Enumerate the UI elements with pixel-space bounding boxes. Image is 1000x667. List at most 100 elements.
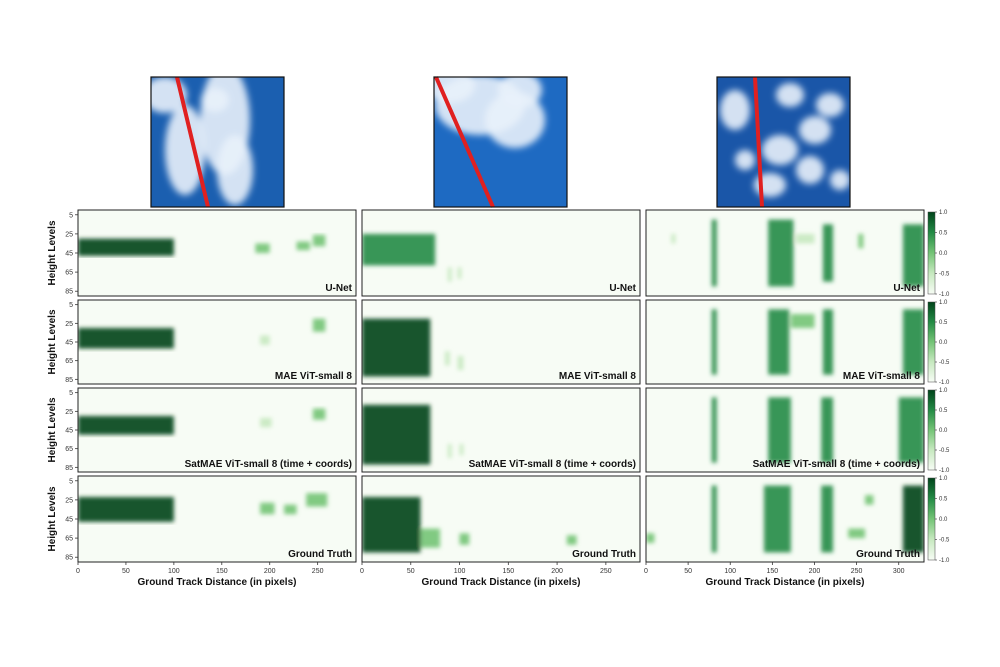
y-tick-label: 5 [69, 212, 73, 219]
heatmap-cell [902, 485, 924, 553]
heatmap-cell [447, 267, 452, 282]
x-tick-label: 250 [851, 568, 863, 575]
colorbar-tick-label: 0.5 [939, 408, 948, 414]
colorbar-tick-label: 0.0 [939, 340, 948, 346]
colorbar-tick-label: -1.0 [939, 380, 950, 386]
cloud [776, 83, 804, 107]
heatmap-cell [447, 444, 452, 458]
panel-label: MAE ViT-small 8 [275, 371, 353, 382]
heatmap-panel: U-Net [645, 209, 925, 297]
heatmap-cell [671, 233, 676, 244]
heatmap-cell [444, 351, 450, 366]
x-tick-label: 100 [724, 568, 736, 575]
heatmap-cell [362, 233, 436, 266]
panel-label: Ground Truth [288, 549, 352, 560]
colorbar-tick-label: 1.0 [939, 476, 948, 482]
x-tick-label: 200 [809, 568, 821, 575]
panel-label: SatMAE ViT-small 8 (time + coords) [185, 459, 352, 470]
x-tick-label: 150 [767, 568, 779, 575]
cloud [735, 150, 755, 170]
heatmap-cell [858, 233, 864, 249]
colorbars: 1.0 0.5 0.0 -0.5 -1.0 1.0 0.5 0.0 -0.5 -1.0 1.0 0.5… [927, 210, 950, 564]
y-tick-label: 45 [65, 251, 73, 258]
y-axis-label: Height Levels [47, 309, 58, 374]
cloud-cover [151, 77, 253, 205]
heatmap-cell [768, 219, 794, 287]
y-tick-label: 65 [65, 446, 73, 453]
x-tick-label: 0 [360, 568, 364, 575]
cloud [799, 116, 831, 144]
x-tick-label: 200 [264, 568, 276, 575]
y-tick-label: 85 [65, 555, 73, 562]
heatmap-cell [822, 309, 834, 375]
heatmap-cell [768, 309, 790, 375]
y-tick-label: 5 [69, 390, 73, 397]
image-border [716, 76, 851, 208]
panel-border [645, 209, 925, 297]
x-tick-label: 250 [600, 568, 612, 575]
colorbar: 1.0 0.5 0.0 -0.5 -1.0 [927, 476, 950, 564]
cloud [762, 135, 798, 165]
colorbar-tick-label: -1.0 [939, 292, 950, 298]
cloud [434, 77, 475, 103]
y-tick-label: 5 [69, 478, 73, 485]
heatmap-panel: SatMAE ViT-small 8 (time + coords) 5 25 45 6… [47, 387, 357, 473]
heatmap-cell [822, 224, 834, 282]
panel-label: MAE ViT-small 8 [843, 371, 921, 382]
colorbar-tick-label: 1.0 [939, 300, 948, 306]
x-tick-label: 50 [407, 568, 415, 575]
y-tick-label: 45 [65, 517, 73, 524]
colorbar-tick-label: -0.5 [939, 448, 950, 454]
heatmap-cell [78, 238, 174, 256]
heatmap-cell [260, 502, 275, 515]
heatmap-cell [312, 408, 326, 420]
heatmap-cell [457, 356, 464, 370]
heatmap-cell [790, 314, 815, 328]
cloud [816, 93, 844, 117]
y-tick-label: 85 [65, 289, 73, 296]
cloud [720, 90, 750, 130]
heatmap-panel: MAE ViT-small 8 5 25 45 65 85 Height Levels [47, 299, 357, 385]
heatmap-cell [902, 309, 924, 375]
heatmap-panel: SatMAE ViT-small 8 (time + coords) [645, 387, 925, 473]
colorbar-tick-label: 0.0 [939, 251, 948, 257]
heatmap-cell [459, 533, 470, 545]
satellite-image-3 [716, 76, 851, 208]
colorbar-gradient [927, 301, 936, 383]
y-tick-label: 25 [65, 409, 73, 416]
heatmap-cell [902, 224, 924, 287]
heatmap-cell [260, 335, 270, 345]
satellite-image-2 [433, 76, 568, 208]
y-tick-label: 25 [65, 497, 73, 504]
x-tick-label: 0 [644, 568, 648, 575]
cloud [217, 135, 253, 205]
colorbar-tick-label: 0.5 [939, 320, 948, 326]
colorbar-tick-label: 0.0 [939, 428, 948, 434]
colorbar-tick-label: 1.0 [939, 388, 948, 394]
colorbar-tick-label: -0.5 [939, 538, 950, 544]
cloud [498, 77, 542, 108]
heatmap-panel: Ground Truth 0 50 100 150 200 250 Ground Track … [360, 475, 641, 588]
heatmap-cell [768, 397, 791, 463]
heatmap-cell [711, 219, 717, 287]
y-tick-label: 85 [65, 465, 73, 472]
y-tick-label: 65 [65, 358, 73, 365]
x-tick-label: 300 [893, 568, 905, 575]
heatmap-cell [362, 404, 431, 465]
x-axis-label: Ground Track Distance (in pixels) [706, 577, 865, 588]
heatmap-cell [78, 328, 174, 349]
ground-track-line [434, 76, 495, 208]
ground-track-line [753, 76, 764, 208]
heatmap-cell [312, 234, 326, 247]
cloud-cover [720, 83, 850, 197]
heatmap-panel: Ground Truth 0 50 100 150 200 250 300 Ground Tra… [644, 475, 925, 588]
satellite-images [150, 76, 851, 208]
x-tick-label: 250 [312, 568, 324, 575]
y-tick-label: 65 [65, 270, 73, 277]
cloud-cover [434, 77, 545, 148]
y-tick-label: 45 [65, 340, 73, 347]
heatmap-cell [78, 416, 174, 435]
heatmap-panel: U-Net 5 25 45 65 85 Height Levels [47, 209, 357, 297]
heatmap-panel: MAE ViT-small 8 [361, 299, 641, 385]
